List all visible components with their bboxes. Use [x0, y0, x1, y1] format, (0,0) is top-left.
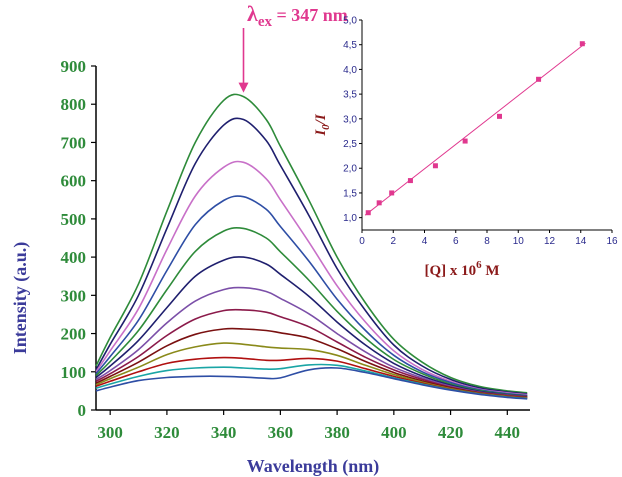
- excitation-arrow: [238, 28, 249, 93]
- main-x-tick-label: 360: [268, 423, 294, 442]
- main-series-group: [95, 93, 528, 400]
- main-x-tick-label: 300: [97, 423, 123, 442]
- main-x-tick-label: 340: [211, 423, 237, 442]
- main-y-tick-label: 100: [61, 363, 87, 382]
- inset-fit-line: [364, 42, 586, 216]
- inset-y-ticks: 1,0 1,5 2,0 2,5 3,0 3,5 4,0 4,5 5,0: [343, 16, 362, 224]
- main-y-tick-label: 600: [61, 172, 87, 191]
- main-y-axis-label: Intensity (a.u.): [10, 242, 31, 355]
- inset-y-tick-label: 1,5: [343, 188, 357, 199]
- inset-data-point: [497, 113, 502, 119]
- emission-series-line: [95, 195, 528, 397]
- inset-x-axis-label: [Q] x 106 M: [424, 259, 499, 279]
- inset-data-point: [365, 210, 371, 216]
- inset-data-point: [432, 163, 438, 169]
- inset-y-axis-label: I0/I: [313, 113, 332, 137]
- main-y-tick-label: 300: [61, 286, 87, 305]
- main-y-tick-label: 700: [61, 133, 87, 152]
- excitation-sub: ex: [258, 14, 273, 30]
- arrow-head: [238, 82, 249, 93]
- inset-x-tick-label: 8: [484, 236, 490, 247]
- main-x-ticks: 300 320 340 360 380 400 420 440: [97, 410, 520, 442]
- main-y-tick-label: 200: [61, 325, 87, 344]
- main-y-tick-label: 800: [61, 95, 87, 114]
- emission-series-line: [95, 117, 528, 395]
- inset-data-point: [389, 190, 395, 196]
- emission-series-line: [95, 160, 528, 396]
- main-y-tick-label: 0: [78, 401, 87, 420]
- inset-y-tick-label: 5,0: [343, 16, 357, 27]
- emission-series-line: [95, 256, 528, 397]
- inset-x-tick-label: 10: [513, 236, 525, 247]
- inset-data-point: [579, 41, 585, 47]
- main-y-tick-label: 900: [61, 57, 87, 76]
- excitation-annotation: λex = 347 nm: [247, 1, 348, 30]
- main-y-tick-label: 400: [61, 248, 87, 267]
- inset-y-tick-label: 4,5: [343, 40, 357, 51]
- main-x-tick-label: 440: [495, 423, 521, 442]
- inset-y-label-rest: /I: [313, 113, 329, 125]
- inset-x-tick-label: 16: [606, 236, 618, 247]
- inset-x-tick-label: 4: [422, 236, 428, 247]
- inset-y-tick-label: 3,0: [343, 114, 357, 125]
- emission-series-line: [95, 226, 528, 397]
- main-x-tick-label: 320: [154, 423, 180, 442]
- inset-x-tick-label: 6: [453, 236, 459, 247]
- emission-series-line: [95, 286, 528, 398]
- inset-data-point: [376, 200, 382, 206]
- inset-data-point: [462, 138, 468, 144]
- emission-series-line: [95, 93, 528, 394]
- inset-y-tick-label: 2,0: [343, 164, 357, 175]
- excitation-value: = 347 nm: [272, 5, 348, 25]
- inset-y-tick-label: 4,0: [343, 65, 357, 76]
- inset-x-label-rest: M: [482, 263, 500, 279]
- main-y-ticks: 0 100 200 300 400 500 600 700 800 900: [61, 57, 96, 420]
- inset-points: [365, 41, 585, 216]
- main-x-tick-label: 420: [438, 423, 464, 442]
- inset-plot: 1,0 1,5 2,0 2,5 3,0 3,5 4,0 4,5 5,0 0 2 4 6 8 10 12 14 1…: [313, 16, 618, 280]
- inset-y-tick-label: 3,5: [343, 90, 357, 101]
- inset-y-label-sub: 0: [320, 124, 332, 130]
- inset-y-tick-label: 2,5: [343, 139, 357, 150]
- inset-x-tick-label: 12: [544, 236, 556, 247]
- excitation-lambda: λ: [247, 1, 258, 26]
- main-x-tick-label: 380: [324, 423, 350, 442]
- inset-x-tick-label: 2: [390, 236, 396, 247]
- emission-series-line: [95, 367, 528, 400]
- inset-x-label-sup: 6: [476, 259, 482, 271]
- inset-x-label-main: [Q] x 10: [424, 263, 476, 279]
- main-x-axis-label: Wavelength (nm): [247, 456, 380, 477]
- inset-data-point: [536, 76, 542, 82]
- inset-data-point: [407, 178, 413, 184]
- inset-x-ticks: 0 2 4 6 8 10 12 14 16: [359, 230, 618, 247]
- inset-y-tick-label: 1,0: [343, 213, 357, 224]
- main-x-tick-label: 400: [381, 423, 407, 442]
- inset-x-tick-label: 14: [575, 236, 587, 247]
- inset-y-label-main: I: [313, 129, 329, 137]
- main-y-tick-label: 500: [61, 210, 87, 229]
- inset-x-tick-label: 0: [359, 236, 365, 247]
